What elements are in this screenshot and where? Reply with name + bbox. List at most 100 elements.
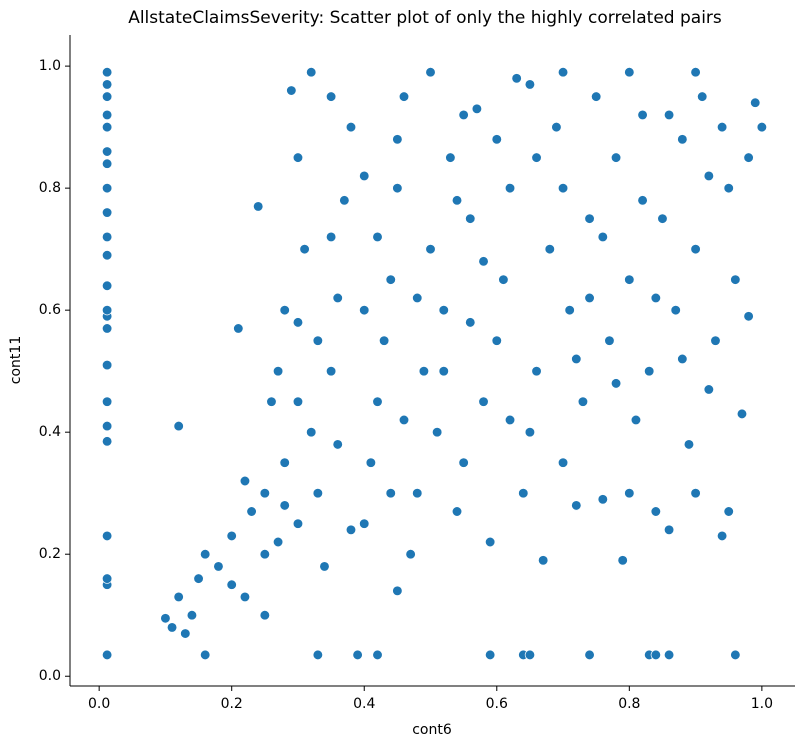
point: [730, 274, 741, 285]
point: [412, 488, 423, 499]
point: [657, 213, 668, 224]
point: [458, 109, 469, 121]
point: [438, 366, 449, 377]
point: [511, 73, 522, 84]
point: [405, 549, 416, 560]
point: [372, 649, 383, 661]
point: [557, 67, 569, 78]
point: [101, 649, 113, 661]
point: [200, 549, 211, 560]
point: [306, 67, 317, 78]
point: [564, 305, 575, 316]
point: [345, 121, 357, 133]
point: [531, 152, 542, 163]
point: [292, 518, 304, 529]
point: [663, 109, 675, 121]
point: [272, 536, 284, 548]
point: [750, 97, 761, 108]
point: [438, 305, 449, 316]
point: [392, 182, 403, 194]
point: [385, 274, 396, 285]
point: [445, 152, 456, 163]
point: [650, 649, 661, 661]
point: [259, 488, 270, 499]
y-tick-label: 0.2: [39, 546, 61, 562]
point: [101, 67, 113, 78]
point: [557, 457, 569, 468]
point: [743, 152, 754, 163]
point: [101, 573, 113, 584]
point: [259, 610, 270, 621]
point: [637, 195, 648, 206]
point: [233, 323, 244, 334]
point: [531, 366, 542, 377]
point: [478, 396, 489, 407]
point: [584, 292, 595, 304]
point: [544, 244, 555, 255]
point: [538, 555, 549, 566]
point: [597, 231, 608, 243]
point: [471, 103, 483, 114]
point: [644, 366, 655, 377]
point: [372, 231, 383, 243]
point: [617, 555, 628, 566]
point: [345, 524, 357, 535]
point: [292, 152, 304, 163]
point: [173, 420, 184, 432]
point: [392, 134, 403, 145]
point: [756, 121, 768, 133]
point: [312, 335, 324, 346]
point: [451, 195, 463, 206]
point: [101, 146, 113, 157]
point: [359, 170, 370, 182]
point: [392, 585, 403, 596]
point: [101, 530, 113, 542]
point: [597, 494, 608, 505]
point: [319, 561, 330, 572]
point: [677, 134, 688, 145]
point: [465, 317, 476, 328]
point: [710, 335, 721, 346]
point: [372, 396, 383, 407]
point: [101, 436, 113, 447]
point: [239, 475, 251, 487]
point: [398, 414, 410, 426]
point: [524, 649, 536, 661]
point: [551, 121, 562, 133]
point: [325, 91, 337, 102]
point: [312, 649, 324, 661]
point: [332, 439, 343, 450]
point: [101, 79, 113, 90]
point: [385, 488, 396, 499]
point: [160, 613, 171, 624]
point: [332, 292, 343, 304]
x-axis-label: cont6: [412, 722, 452, 738]
point: [571, 353, 582, 365]
point: [524, 79, 536, 90]
point: [101, 280, 113, 291]
point: [101, 158, 113, 169]
point: [723, 506, 734, 517]
point: [610, 152, 622, 163]
point: [286, 85, 297, 96]
point: [697, 91, 708, 102]
point: [683, 439, 695, 450]
point: [591, 91, 602, 102]
y-tick-label: 1.0: [39, 58, 61, 74]
y-axis-label: cont11: [8, 336, 24, 384]
x-tick-label: 0.8: [618, 696, 640, 712]
point: [690, 67, 701, 78]
point: [226, 579, 237, 590]
y-tick-label: 0.8: [39, 180, 61, 196]
point: [743, 311, 754, 322]
point: [458, 457, 469, 468]
x-tick-label: 0.6: [486, 696, 508, 712]
point: [425, 244, 436, 255]
point: [101, 109, 113, 121]
point: [213, 561, 224, 572]
point: [239, 591, 251, 603]
point: [226, 530, 237, 542]
x-tick-label: 0.4: [353, 696, 375, 712]
point: [101, 250, 113, 261]
y-tick-label: 0.0: [39, 668, 61, 684]
